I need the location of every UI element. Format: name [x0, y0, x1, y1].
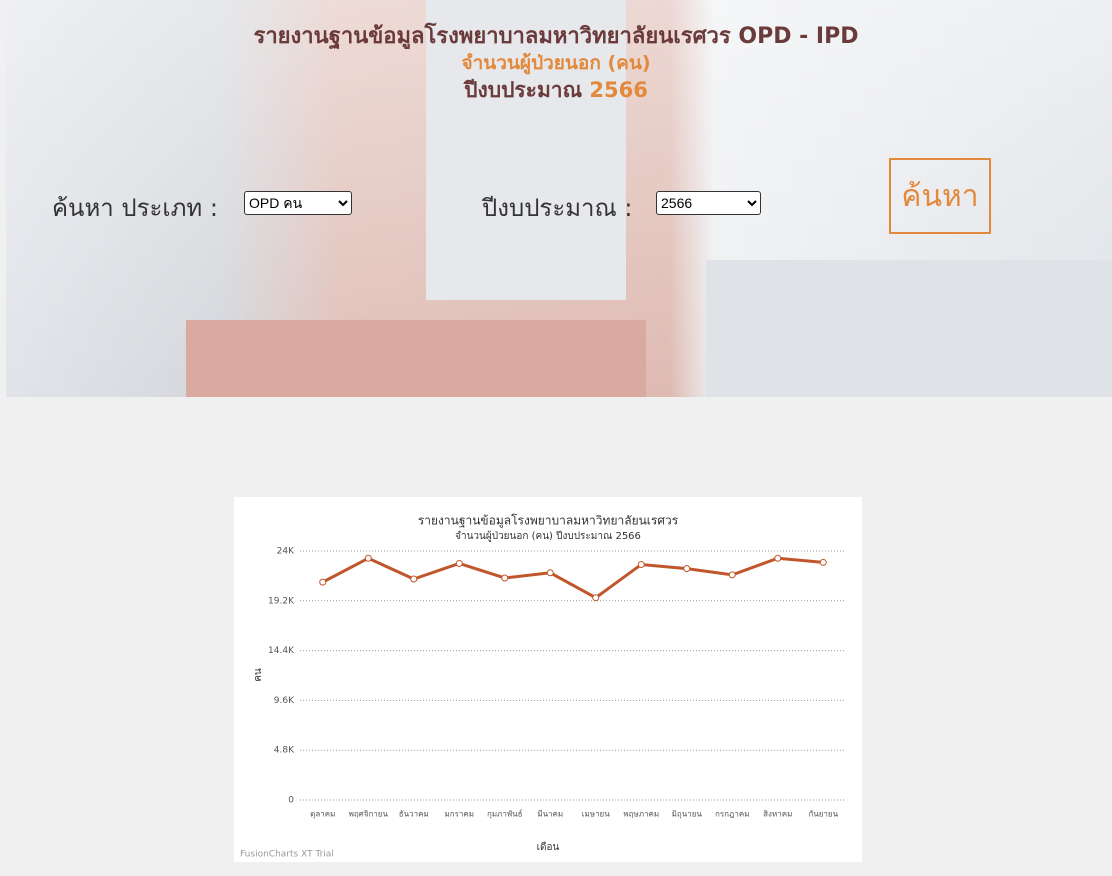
year-label: ปีงบประมาณ :: [482, 188, 632, 227]
page: รายงานฐานข้อมูลโรงพยาบาลมหาวิทยาลัยนเรศว…: [0, 0, 1112, 876]
x-tick-label: พฤศจิกายน: [349, 810, 389, 819]
y-tick-label: 19.2K: [268, 596, 295, 606]
type-label: ค้นหา ประเภท :: [52, 188, 218, 227]
y-tick-label: 4.8K: [274, 746, 295, 756]
data-point: [729, 572, 735, 578]
x-tick-label: มิถุนายน: [672, 810, 703, 819]
data-point: [547, 570, 553, 576]
line-series: [323, 558, 824, 597]
search-button[interactable]: ค้นหา: [889, 158, 991, 234]
chart: รายงานฐานข้อมูลโรงพยาบาลมหาวิทยาลัยนเรศว…: [234, 497, 862, 862]
x-tick-label: เมษายน: [582, 810, 610, 819]
data-point: [365, 555, 371, 561]
year-heading-value: 2566: [589, 78, 647, 102]
y-tick-label: 0: [288, 796, 294, 806]
x-tick-label: พฤษภาคม: [623, 810, 659, 819]
x-tick-label: กันยายน: [808, 810, 838, 819]
data-point: [320, 579, 326, 585]
x-tick-label: ตุลาคม: [310, 810, 335, 819]
data-point: [684, 566, 690, 572]
x-tick-label: สิงหาคม: [763, 810, 792, 819]
data-point: [593, 595, 599, 601]
x-tick-label: มีนาคม: [537, 810, 563, 819]
data-point: [411, 576, 417, 582]
data-point: [502, 575, 508, 581]
year-heading-label: ปีงบประมาณ: [464, 78, 582, 102]
chart-title: รายงานฐานข้อมูลโรงพยาบาลมหาวิทยาลัยนเรศว…: [418, 514, 679, 529]
year-heading: ปีงบประมาณ 2566: [0, 74, 1112, 107]
x-tick-label: ธันวาคม: [399, 810, 429, 819]
x-tick-label: มกราคม: [444, 810, 474, 819]
y-tick-label: 9.6K: [274, 696, 295, 706]
data-point: [820, 559, 826, 565]
x-tick-label: กรกฎาคม: [715, 810, 749, 819]
y-tick-label: 14.4K: [268, 646, 295, 656]
y-axis-title: คน: [253, 668, 264, 682]
data-point: [456, 560, 462, 566]
y-tick-label: 24K: [277, 547, 295, 557]
x-tick-label: กุมภาพันธ์: [487, 809, 523, 819]
type-select[interactable]: OPD คน: [244, 191, 352, 215]
year-select[interactable]: 2566: [656, 191, 761, 215]
data-point: [638, 561, 644, 567]
footer: FusionCharts XT Trial: [240, 850, 334, 860]
chart-subtitle: จำนวนผู้ป่วยนอก (คน) ปีงบประมาณ 2566: [455, 530, 641, 542]
x-axis-title: เดือน: [537, 841, 560, 853]
data-point: [775, 555, 781, 561]
